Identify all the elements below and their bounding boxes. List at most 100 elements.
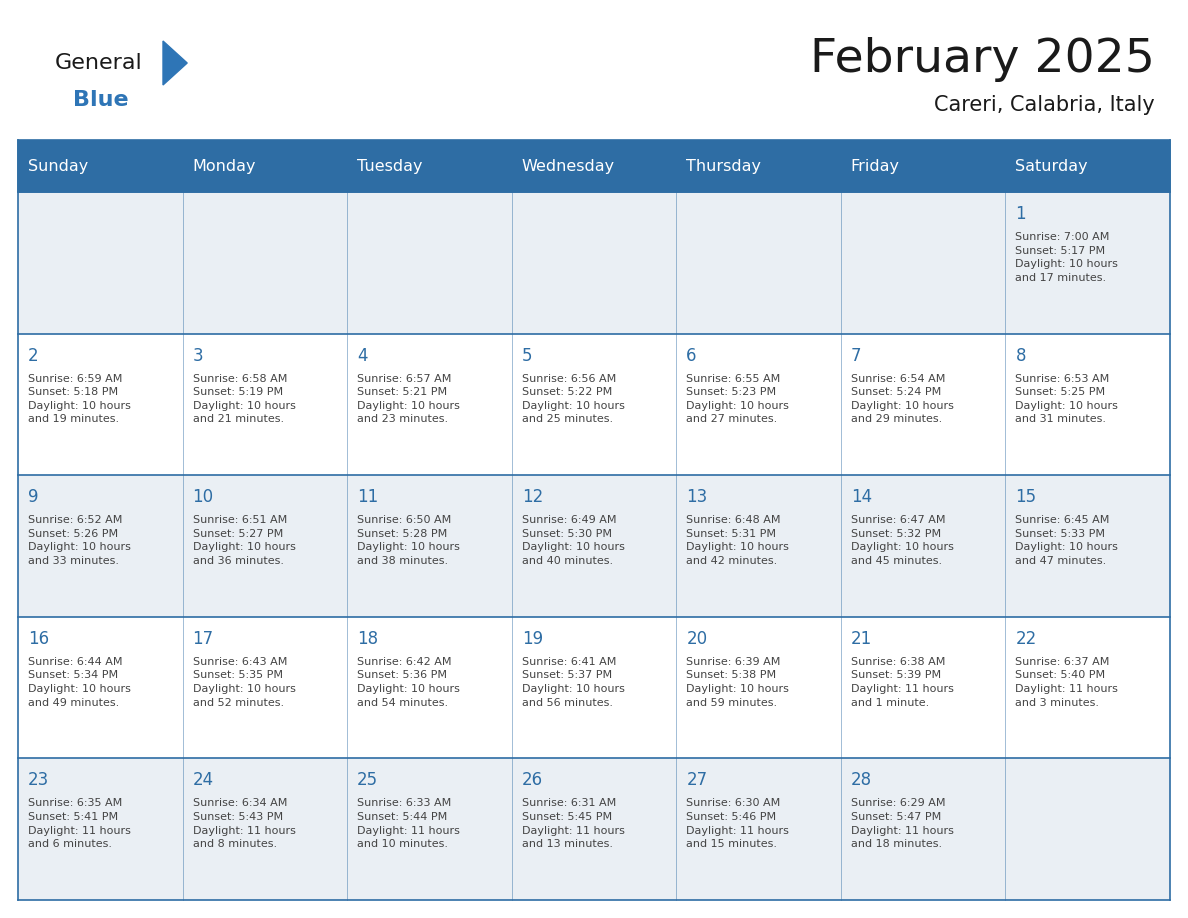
Text: 19: 19 xyxy=(522,630,543,648)
Text: 22: 22 xyxy=(1016,630,1037,648)
Text: 9: 9 xyxy=(29,488,38,506)
Text: Sunrise: 6:49 AM
Sunset: 5:30 PM
Daylight: 10 hours
and 40 minutes.: Sunrise: 6:49 AM Sunset: 5:30 PM Dayligh… xyxy=(522,515,625,566)
Text: 21: 21 xyxy=(851,630,872,648)
Bar xyxy=(841,617,1005,758)
Bar xyxy=(1005,140,1170,192)
Text: 18: 18 xyxy=(358,630,378,648)
Text: 15: 15 xyxy=(1016,488,1037,506)
Text: 3: 3 xyxy=(192,347,203,364)
Text: Sunrise: 6:34 AM
Sunset: 5:43 PM
Daylight: 11 hours
and 8 minutes.: Sunrise: 6:34 AM Sunset: 5:43 PM Dayligh… xyxy=(192,799,296,849)
Text: 28: 28 xyxy=(851,771,872,789)
Text: 23: 23 xyxy=(29,771,49,789)
Text: 20: 20 xyxy=(687,630,707,648)
Bar xyxy=(512,758,676,900)
Text: Sunrise: 6:31 AM
Sunset: 5:45 PM
Daylight: 11 hours
and 13 minutes.: Sunrise: 6:31 AM Sunset: 5:45 PM Dayligh… xyxy=(522,799,625,849)
Bar xyxy=(676,476,841,617)
Bar xyxy=(1005,617,1170,758)
Text: General: General xyxy=(55,53,143,73)
Text: 10: 10 xyxy=(192,488,214,506)
Bar xyxy=(512,192,676,333)
Text: Sunrise: 6:47 AM
Sunset: 5:32 PM
Daylight: 10 hours
and 45 minutes.: Sunrise: 6:47 AM Sunset: 5:32 PM Dayligh… xyxy=(851,515,954,566)
Text: Sunrise: 6:44 AM
Sunset: 5:34 PM
Daylight: 10 hours
and 49 minutes.: Sunrise: 6:44 AM Sunset: 5:34 PM Dayligh… xyxy=(29,656,131,708)
Bar xyxy=(183,617,347,758)
Text: Sunday: Sunday xyxy=(29,159,88,174)
Bar xyxy=(347,476,512,617)
Text: 24: 24 xyxy=(192,771,214,789)
Bar xyxy=(18,758,183,900)
Text: Wednesday: Wednesday xyxy=(522,159,615,174)
Bar xyxy=(18,617,183,758)
Bar xyxy=(676,758,841,900)
Text: Saturday: Saturday xyxy=(1016,159,1088,174)
Bar xyxy=(18,192,183,333)
Text: Sunrise: 6:57 AM
Sunset: 5:21 PM
Daylight: 10 hours
and 23 minutes.: Sunrise: 6:57 AM Sunset: 5:21 PM Dayligh… xyxy=(358,374,460,424)
Text: Sunrise: 6:38 AM
Sunset: 5:39 PM
Daylight: 11 hours
and 1 minute.: Sunrise: 6:38 AM Sunset: 5:39 PM Dayligh… xyxy=(851,656,954,708)
Text: Sunrise: 7:00 AM
Sunset: 5:17 PM
Daylight: 10 hours
and 17 minutes.: Sunrise: 7:00 AM Sunset: 5:17 PM Dayligh… xyxy=(1016,232,1118,283)
Text: 5: 5 xyxy=(522,347,532,364)
Text: 1: 1 xyxy=(1016,205,1026,223)
Text: Blue: Blue xyxy=(72,90,128,110)
Bar xyxy=(347,617,512,758)
Text: Sunrise: 6:41 AM
Sunset: 5:37 PM
Daylight: 10 hours
and 56 minutes.: Sunrise: 6:41 AM Sunset: 5:37 PM Dayligh… xyxy=(522,656,625,708)
Text: 6: 6 xyxy=(687,347,697,364)
Polygon shape xyxy=(163,41,188,85)
Bar xyxy=(512,617,676,758)
Text: Sunrise: 6:30 AM
Sunset: 5:46 PM
Daylight: 11 hours
and 15 minutes.: Sunrise: 6:30 AM Sunset: 5:46 PM Dayligh… xyxy=(687,799,789,849)
Text: Sunrise: 6:51 AM
Sunset: 5:27 PM
Daylight: 10 hours
and 36 minutes.: Sunrise: 6:51 AM Sunset: 5:27 PM Dayligh… xyxy=(192,515,296,566)
Bar xyxy=(18,476,183,617)
Text: Careri, Calabria, Italy: Careri, Calabria, Italy xyxy=(934,95,1155,115)
Text: Sunrise: 6:59 AM
Sunset: 5:18 PM
Daylight: 10 hours
and 19 minutes.: Sunrise: 6:59 AM Sunset: 5:18 PM Dayligh… xyxy=(29,374,131,424)
Bar xyxy=(347,192,512,333)
Text: Sunrise: 6:42 AM
Sunset: 5:36 PM
Daylight: 10 hours
and 54 minutes.: Sunrise: 6:42 AM Sunset: 5:36 PM Dayligh… xyxy=(358,656,460,708)
Bar xyxy=(676,617,841,758)
Bar xyxy=(1005,758,1170,900)
Bar xyxy=(841,333,1005,476)
Text: 16: 16 xyxy=(29,630,49,648)
Text: Sunrise: 6:50 AM
Sunset: 5:28 PM
Daylight: 10 hours
and 38 minutes.: Sunrise: 6:50 AM Sunset: 5:28 PM Dayligh… xyxy=(358,515,460,566)
Bar xyxy=(18,140,1170,192)
Text: Sunrise: 6:43 AM
Sunset: 5:35 PM
Daylight: 10 hours
and 52 minutes.: Sunrise: 6:43 AM Sunset: 5:35 PM Dayligh… xyxy=(192,656,296,708)
Text: 11: 11 xyxy=(358,488,379,506)
Text: Sunrise: 6:33 AM
Sunset: 5:44 PM
Daylight: 11 hours
and 10 minutes.: Sunrise: 6:33 AM Sunset: 5:44 PM Dayligh… xyxy=(358,799,460,849)
Bar xyxy=(841,140,1005,192)
Text: Sunrise: 6:45 AM
Sunset: 5:33 PM
Daylight: 10 hours
and 47 minutes.: Sunrise: 6:45 AM Sunset: 5:33 PM Dayligh… xyxy=(1016,515,1118,566)
Bar xyxy=(18,140,183,192)
Text: Monday: Monday xyxy=(192,159,257,174)
Bar xyxy=(676,333,841,476)
Text: 17: 17 xyxy=(192,630,214,648)
Text: Sunrise: 6:39 AM
Sunset: 5:38 PM
Daylight: 10 hours
and 59 minutes.: Sunrise: 6:39 AM Sunset: 5:38 PM Dayligh… xyxy=(687,656,789,708)
Bar xyxy=(512,140,676,192)
Text: 14: 14 xyxy=(851,488,872,506)
Text: Tuesday: Tuesday xyxy=(358,159,423,174)
Bar xyxy=(1005,476,1170,617)
Bar xyxy=(347,140,512,192)
Text: Sunrise: 6:29 AM
Sunset: 5:47 PM
Daylight: 11 hours
and 18 minutes.: Sunrise: 6:29 AM Sunset: 5:47 PM Dayligh… xyxy=(851,799,954,849)
Text: 27: 27 xyxy=(687,771,707,789)
Text: Sunrise: 6:48 AM
Sunset: 5:31 PM
Daylight: 10 hours
and 42 minutes.: Sunrise: 6:48 AM Sunset: 5:31 PM Dayligh… xyxy=(687,515,789,566)
Bar xyxy=(841,758,1005,900)
Text: Sunrise: 6:35 AM
Sunset: 5:41 PM
Daylight: 11 hours
and 6 minutes.: Sunrise: 6:35 AM Sunset: 5:41 PM Dayligh… xyxy=(29,799,131,849)
Text: Sunrise: 6:53 AM
Sunset: 5:25 PM
Daylight: 10 hours
and 31 minutes.: Sunrise: 6:53 AM Sunset: 5:25 PM Dayligh… xyxy=(1016,374,1118,424)
Text: 25: 25 xyxy=(358,771,378,789)
Text: Sunrise: 6:56 AM
Sunset: 5:22 PM
Daylight: 10 hours
and 25 minutes.: Sunrise: 6:56 AM Sunset: 5:22 PM Dayligh… xyxy=(522,374,625,424)
Text: 7: 7 xyxy=(851,347,861,364)
Bar xyxy=(676,140,841,192)
Text: Friday: Friday xyxy=(851,159,899,174)
Bar xyxy=(183,192,347,333)
Bar xyxy=(183,333,347,476)
Bar xyxy=(841,192,1005,333)
Text: February 2025: February 2025 xyxy=(810,38,1155,83)
Text: Sunrise: 6:37 AM
Sunset: 5:40 PM
Daylight: 11 hours
and 3 minutes.: Sunrise: 6:37 AM Sunset: 5:40 PM Dayligh… xyxy=(1016,656,1118,708)
Bar xyxy=(18,333,183,476)
Bar xyxy=(347,333,512,476)
Text: 2: 2 xyxy=(29,347,39,364)
Text: Sunrise: 6:58 AM
Sunset: 5:19 PM
Daylight: 10 hours
and 21 minutes.: Sunrise: 6:58 AM Sunset: 5:19 PM Dayligh… xyxy=(192,374,296,424)
Bar xyxy=(1005,192,1170,333)
Text: Sunrise: 6:55 AM
Sunset: 5:23 PM
Daylight: 10 hours
and 27 minutes.: Sunrise: 6:55 AM Sunset: 5:23 PM Dayligh… xyxy=(687,374,789,424)
Bar xyxy=(183,758,347,900)
Text: Sunrise: 6:52 AM
Sunset: 5:26 PM
Daylight: 10 hours
and 33 minutes.: Sunrise: 6:52 AM Sunset: 5:26 PM Dayligh… xyxy=(29,515,131,566)
Text: Thursday: Thursday xyxy=(687,159,762,174)
Bar xyxy=(512,476,676,617)
Bar xyxy=(841,476,1005,617)
Text: Sunrise: 6:54 AM
Sunset: 5:24 PM
Daylight: 10 hours
and 29 minutes.: Sunrise: 6:54 AM Sunset: 5:24 PM Dayligh… xyxy=(851,374,954,424)
